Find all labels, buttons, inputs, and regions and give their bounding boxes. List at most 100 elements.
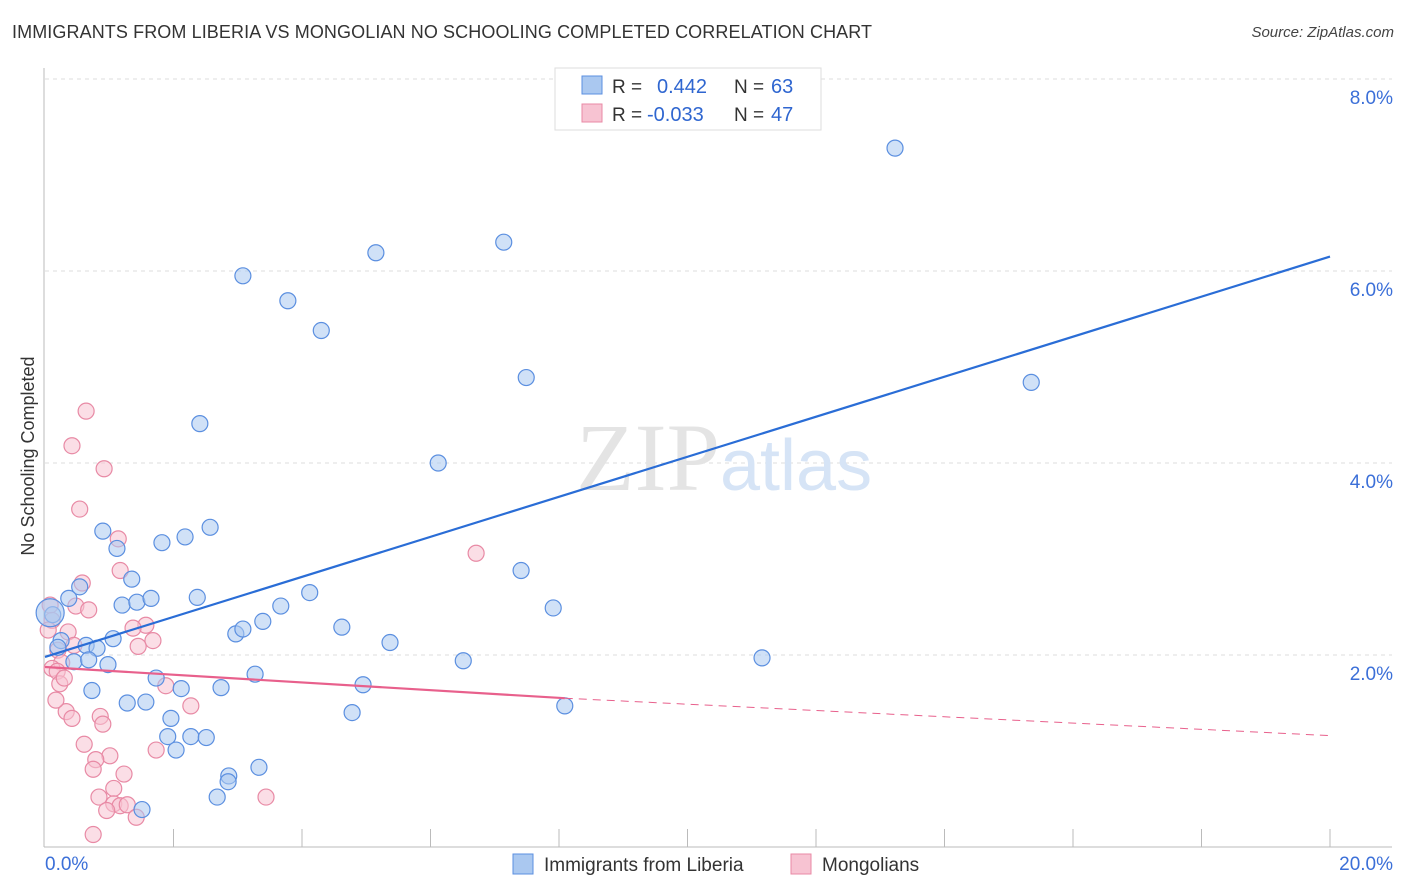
data-point [556, 697, 574, 715]
data-point [159, 727, 177, 746]
data-point [467, 544, 485, 562]
y-tick-label: 6.0% [1350, 280, 1393, 301]
data-point [182, 697, 200, 715]
data-point [111, 561, 129, 580]
data-point [128, 593, 146, 611]
data-point [75, 735, 93, 753]
data-point [544, 599, 562, 617]
n-value-mongolians: 47 [771, 104, 793, 126]
y-tick-labels: 2.0% 4.0% 6.0% 8.0% [1350, 88, 1393, 685]
data-point [47, 691, 65, 709]
data-point [123, 570, 141, 588]
y-tick-label: 4.0% [1350, 472, 1393, 493]
data-point [84, 760, 102, 778]
data-point [250, 758, 268, 776]
data-point [234, 620, 252, 638]
series-liberia-points [35, 139, 1040, 819]
x-tick-label-min: 0.0% [45, 854, 88, 875]
data-point [99, 655, 117, 674]
data-point [257, 788, 275, 806]
data-point [234, 267, 252, 285]
data-point [84, 825, 102, 844]
data-point [71, 578, 89, 596]
data-point [201, 518, 219, 536]
data-point [129, 637, 147, 655]
data-point [133, 800, 151, 819]
n-label: N = [734, 105, 764, 126]
data-point [60, 589, 78, 607]
r-value-liberia: 0.442 [657, 76, 707, 98]
data-point [1022, 373, 1040, 391]
data-point [113, 596, 131, 614]
legend-label-mongolians: Mongolians [822, 855, 919, 876]
source-label: Source: ZipAtlas.com [1251, 24, 1394, 41]
data-point [254, 612, 272, 631]
data-point [246, 665, 264, 683]
legend-swatch-mongolians [790, 853, 812, 875]
data-point [886, 139, 904, 157]
trend-line [44, 255, 1331, 658]
data-point [333, 618, 351, 636]
trend-line [44, 665, 565, 700]
data-point [191, 415, 209, 433]
data-point [512, 561, 530, 580]
data-point [279, 292, 297, 310]
data-point [312, 321, 330, 340]
n-value-liberia: 63 [771, 76, 793, 98]
data-point [343, 703, 361, 722]
data-point [108, 539, 126, 558]
data-point [176, 528, 194, 546]
data-point [98, 801, 116, 820]
data-point [118, 694, 136, 712]
n-label: N = [734, 77, 764, 98]
data-point [80, 651, 98, 669]
data-point [753, 649, 771, 667]
y-axis-title: No Schooling Completed [18, 356, 38, 555]
r-value-mongolians: -0.033 [647, 104, 704, 126]
data-point [429, 454, 447, 472]
data-point [495, 233, 513, 251]
data-point [83, 681, 101, 700]
data-point [153, 534, 171, 552]
data-point [77, 402, 95, 420]
series-legend: Immigrants from Liberia Mongolians [512, 853, 919, 876]
y-tick-label: 8.0% [1350, 88, 1393, 109]
x-tick-label-max: 20.0% [1339, 854, 1393, 875]
data-point [144, 631, 162, 650]
data-point [167, 741, 185, 759]
r-label: R = [612, 105, 642, 126]
legend-swatch-liberia [512, 853, 534, 875]
data-point [94, 715, 112, 733]
data-point [172, 679, 190, 698]
data-point [90, 788, 108, 806]
data-point [101, 747, 119, 765]
data-point [272, 597, 290, 615]
watermark-atlas: atlas [720, 426, 872, 506]
data-point [94, 522, 112, 540]
data-point [219, 773, 237, 791]
data-point [55, 669, 73, 687]
data-point [381, 633, 399, 652]
trend-line-dashed [564, 697, 1331, 737]
liberia-swatch [581, 75, 603, 95]
data-point [212, 679, 230, 697]
data-point [197, 728, 215, 747]
data-point [188, 588, 206, 607]
data-point [454, 652, 472, 670]
data-point [137, 693, 155, 711]
gridlines [45, 78, 1392, 656]
chart-title: IMMIGRANTS FROM LIBERIA VS MONGOLIAN NO … [12, 22, 873, 42]
legend-label-liberia: Immigrants from Liberia [544, 855, 744, 876]
trend-lines [44, 255, 1331, 737]
mongolians-swatch [581, 103, 603, 123]
data-point [63, 709, 81, 727]
data-point [95, 460, 113, 478]
stats-legend: R = 0.442 N = 63 R = -0.033 N = 47 [554, 67, 822, 131]
data-point [208, 788, 226, 806]
data-point [63, 437, 81, 455]
data-point [517, 368, 535, 387]
data-point [182, 727, 200, 746]
data-point [71, 500, 89, 518]
data-point [367, 244, 385, 262]
